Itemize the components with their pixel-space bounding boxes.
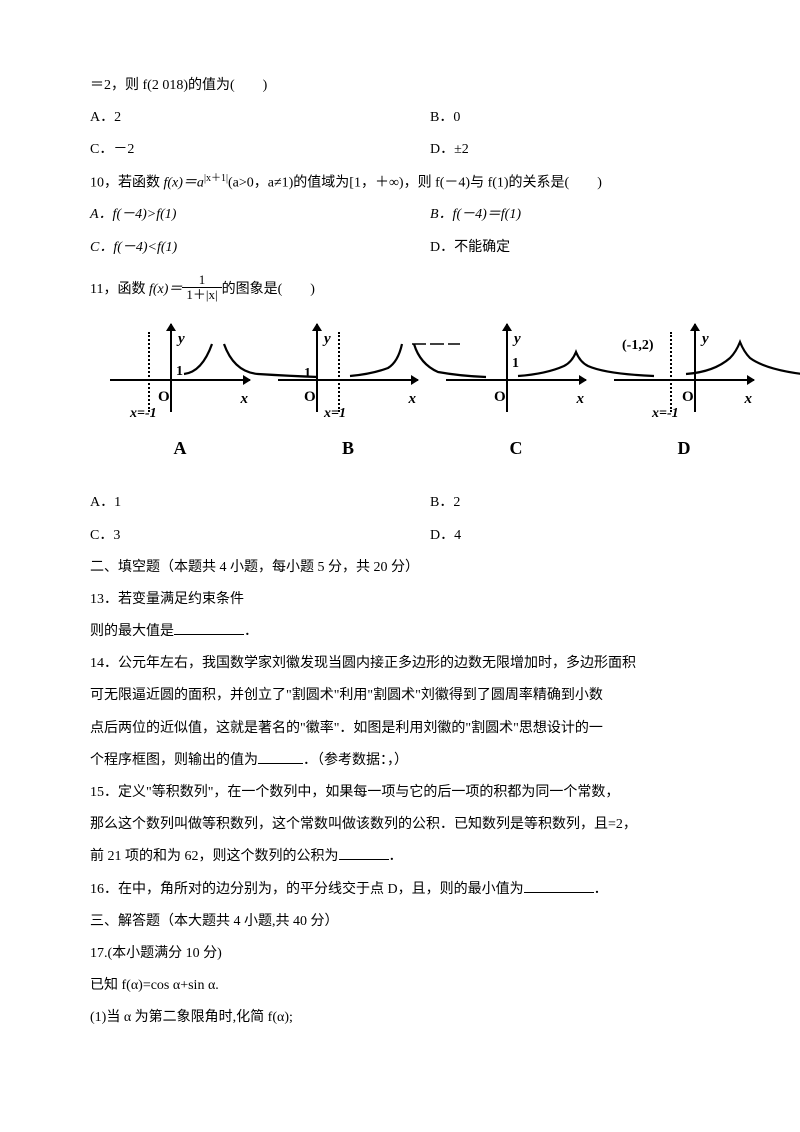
q15-l2: 那么这个数列叫做等积数列，这个常数叫做该数列的公积．已知数列是等积数列，且=2， — [90, 809, 710, 841]
q13-l2: 则的最大值是． — [90, 616, 710, 648]
q9-optC: C．－2 — [90, 134, 430, 166]
q9-optD: D．±2 — [430, 134, 710, 166]
q11-optC: C．3 — [90, 520, 430, 552]
q11-optB: B．2 — [430, 487, 710, 519]
q16: 16．在中，角所对的边分别为，的平分线交于点 D，且，则的最小值为． — [90, 874, 710, 906]
q11-stem: 11，函数 f(x)＝11＋|x|的图象是( ) — [90, 274, 710, 306]
graph-B: y x O x=1 1 — [278, 324, 418, 424]
graph-A: y x O x=-1 1 — [110, 324, 250, 424]
q11-optD: D．4 — [430, 520, 710, 552]
q10-optD: D．不能确定 — [430, 232, 710, 264]
q10-optA: A．f(－4)>f(1) — [90, 199, 430, 231]
q10-optB: B．f(－4)＝f(1) — [430, 199, 710, 231]
q14-l1: 14．公元年左右，我国数学家刘徽发现当圆内接正多边形的边数无限增加时，多边形面积 — [90, 648, 710, 680]
q11-optA: A．1 — [90, 487, 430, 519]
q9-optB: B．0 — [430, 102, 710, 134]
q13-l1: 13．若变量满足约束条件 — [90, 584, 710, 616]
q9-stem: ＝2，则 f(2 018)的值为( ) — [90, 70, 710, 102]
q9-optA: A．2 — [90, 102, 430, 134]
q14-l3: 点后两位的近似值，这就是著名的"徽率"．如图是利用刘徽的"割圆术"思想设计的一 — [90, 713, 710, 745]
q17-l3: (1)当 α 为第二象限角时,化简 f(α); — [90, 1002, 710, 1034]
q17-l2: 已知 f(α)=cos α+sin α. — [90, 970, 710, 1002]
section3-heading: 三、解答题（本大题共 4 小题,共 40 分） — [90, 906, 710, 938]
q14-l4: 个程序框图，则输出的值为．（参考数据：，） — [90, 745, 710, 777]
q14-l2: 可无限逼近圆的面积，并创立了"割圆术"利用"割圆术"刘徽得到了圆周率精确到小数 — [90, 680, 710, 712]
graph-panel: y x O x=-1 1 A y x O — [110, 324, 710, 469]
section2-heading: 二、填空题（本题共 4 小题，每小题 5 分，共 20 分） — [90, 552, 710, 584]
q10-stem: 10，若函数 f(x)＝a|x＋1|(a>0，a≠1)的值域为[1，＋∞)，则 … — [90, 167, 710, 200]
q15-l1: 15．定义"等积数列"，在一个数列中，如果每一项与它的后一项的积都为同一个常数， — [90, 777, 710, 809]
q17-l1: 17.(本小题满分 10 分) — [90, 938, 710, 970]
q10-optC: C．f(－4)<f(1) — [90, 232, 430, 264]
graph-D: y x O x=-1 (-1,2) — [614, 324, 754, 424]
q15-l3: 前 21 项的和为 62，则这个数列的公积为． — [90, 841, 710, 873]
graph-C: y x O 1 — [446, 324, 586, 424]
